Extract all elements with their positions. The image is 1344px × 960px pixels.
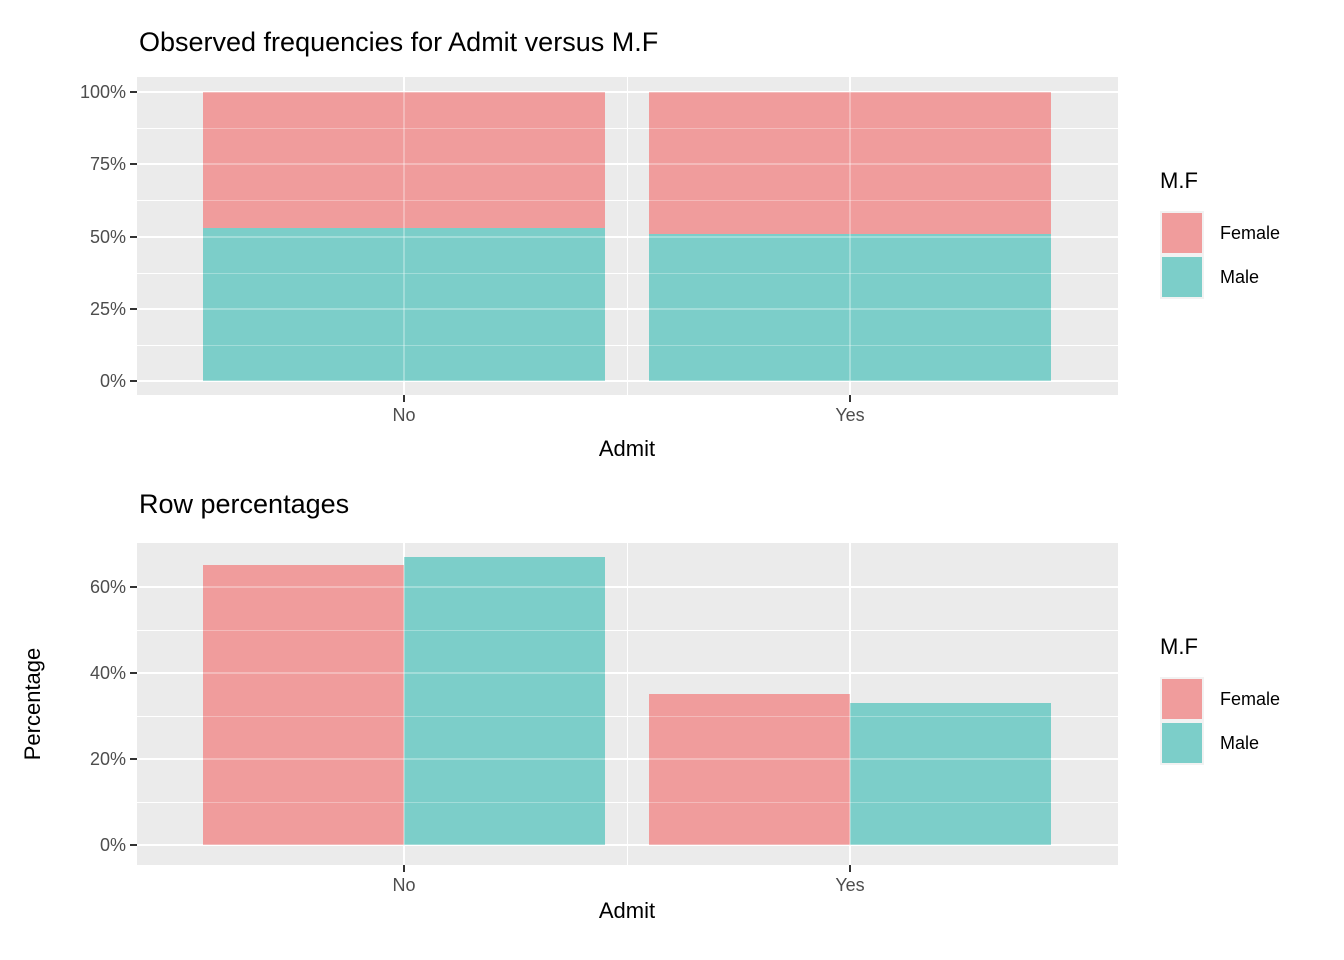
y-tick-mark <box>130 585 137 588</box>
y-tick-label: 100% <box>79 82 126 102</box>
y-tick-mark <box>130 671 137 674</box>
y-tick-label: 0% <box>99 835 126 855</box>
legend-swatch-female <box>1160 677 1204 721</box>
legend-title: M.F <box>1160 168 1198 193</box>
x-tick-mark <box>403 865 405 872</box>
legend-swatch-female <box>1160 211 1204 255</box>
y-tick-mark <box>130 307 137 310</box>
legend-label-male: Male <box>1220 733 1260 753</box>
x-tick-mark <box>403 395 405 402</box>
y-tick-mark <box>130 163 137 166</box>
gridline-minor-h-overlay <box>137 200 1118 202</box>
y-tick-label: 25% <box>89 298 126 319</box>
y-tick-mark <box>130 91 137 93</box>
y-tick-label: 50% <box>89 226 126 247</box>
gridline-major-h-overlay <box>137 844 1118 846</box>
plot-panel <box>137 543 1118 865</box>
y-tick-label: 0% <box>99 371 126 391</box>
y-tick-label: 20% <box>89 748 126 769</box>
x-tick-label: Yes <box>835 405 865 425</box>
gridline-major-h-overlay <box>137 671 1118 674</box>
bar-yes-male <box>649 233 1051 381</box>
y-tick-mark <box>130 380 137 382</box>
gridline-minor-h-overlay <box>137 801 1118 803</box>
legend-swatch-male <box>1160 721 1204 765</box>
gridline-minor-h-overlay <box>137 344 1118 346</box>
legend-title: M.F <box>1160 634 1198 659</box>
chart-title: Row percentages <box>139 489 350 519</box>
x-tick-label: No <box>392 875 416 895</box>
gridline-minor-v <box>627 77 628 395</box>
y-tick-label: 60% <box>89 576 126 597</box>
gridline-minor-h-overlay <box>137 272 1118 274</box>
gridline-major-v-overlay <box>849 77 851 395</box>
bar-no-female <box>203 565 404 845</box>
x-axis-title: Admit <box>598 898 656 923</box>
legend-label-female: Female <box>1220 223 1281 243</box>
gridline-major-v-overlay <box>403 77 405 395</box>
x-tick-mark <box>849 395 851 402</box>
legend-label-female: Female <box>1220 689 1281 709</box>
bar-no-male <box>203 227 605 381</box>
x-tick-label: Yes <box>835 875 865 895</box>
gridline-minor-h-overlay <box>137 629 1118 631</box>
gridline-major-h-overlay <box>137 757 1118 760</box>
legend-label-male: Male <box>1220 267 1260 287</box>
y-tick-mark <box>130 844 137 846</box>
grid-overlay <box>137 77 1118 395</box>
gridline-major-h-overlay <box>137 585 1118 588</box>
x-tick-mark <box>849 865 851 872</box>
gridline-minor-v <box>627 543 628 865</box>
gridline-major-h-overlay <box>137 307 1118 310</box>
bars <box>137 543 1118 865</box>
gridlines <box>137 77 1118 395</box>
x-tick-label: No <box>392 405 416 425</box>
bar-yes-female <box>649 694 850 845</box>
gridline-major-v-overlay <box>403 543 405 865</box>
gridline-minor-h-overlay <box>137 128 1118 130</box>
plot-panel <box>137 77 1118 395</box>
gridline-major-h-overlay <box>137 380 1118 382</box>
x-axis-title: Admit <box>598 436 656 461</box>
bar-yes-male <box>850 703 1051 845</box>
gridline-major-h-overlay <box>137 91 1118 93</box>
bar-no-male <box>404 556 605 845</box>
y-tick-mark <box>130 235 137 238</box>
bars <box>137 77 1118 395</box>
gridline-minor-h-overlay <box>137 715 1118 717</box>
bar-no-female <box>203 92 605 228</box>
chart-title: Observed frequencies for Admit versus M.… <box>139 27 659 57</box>
legend-swatch-male <box>1160 255 1204 299</box>
y-tick-mark <box>130 757 137 760</box>
gridline-major-h-overlay <box>137 163 1118 166</box>
grid-overlay <box>137 543 1118 865</box>
y-tick-label: 75% <box>89 154 126 175</box>
gridline-major-v-overlay <box>849 543 851 865</box>
gridline-major-h-overlay <box>137 235 1118 238</box>
bar-yes-female <box>649 92 1051 234</box>
y-axis-title: Percentage <box>20 647 45 761</box>
y-tick-label: 40% <box>89 662 126 683</box>
